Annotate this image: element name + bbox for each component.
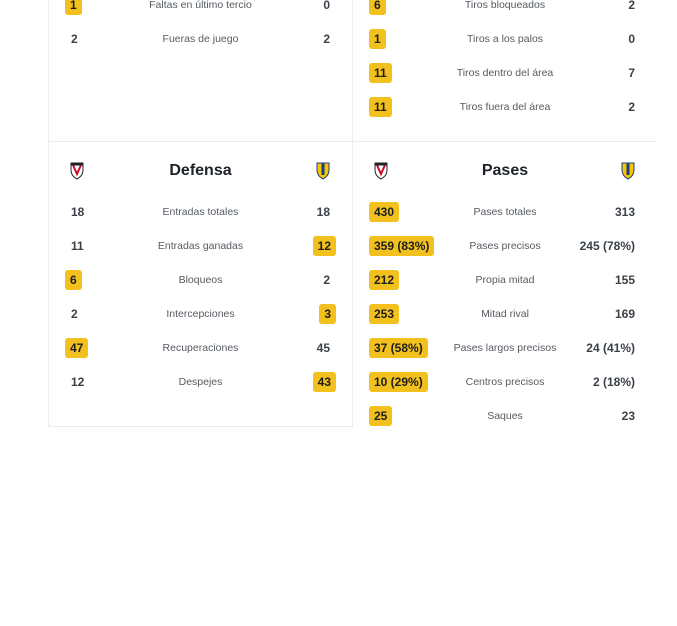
home-value: 10 (29%) bbox=[369, 372, 428, 392]
home-value: 212 bbox=[369, 270, 400, 290]
away-value: 2 (18%) bbox=[592, 375, 635, 389]
home-value: 11 bbox=[71, 239, 84, 253]
home-value: 6 bbox=[369, 0, 386, 15]
home-value: 6 bbox=[65, 270, 82, 290]
stat-row: 37 (58%) Pases largos precisos 24 (41%) bbox=[353, 338, 657, 360]
stat-label: Despejes bbox=[178, 376, 223, 388]
away-value: 12 bbox=[312, 236, 336, 256]
cadiz-crest-icon bbox=[316, 162, 330, 180]
away-value: 245 (78%) bbox=[579, 239, 635, 253]
stat-row: 18 Entradas totales 18 bbox=[49, 202, 352, 224]
away-value: 3 bbox=[319, 304, 336, 324]
stat-row: 11 Tiros dentro del área 7 bbox=[353, 63, 657, 85]
stat-label: Bloqueos bbox=[178, 274, 223, 286]
stats-panel-top-left: 1 Faltas en último tercio 0 2 Fueras de … bbox=[48, 0, 353, 141]
stat-label: Entradas ganadas bbox=[157, 240, 244, 252]
away-value: 7 bbox=[628, 66, 635, 80]
home-value: 18 bbox=[71, 205, 85, 219]
stat-label: Recuperaciones bbox=[162, 342, 239, 354]
home-value: 11 bbox=[369, 97, 392, 117]
home-value: 37 (58%) bbox=[369, 338, 428, 358]
home-value: 12 bbox=[71, 375, 85, 389]
stat-label: Entradas totales bbox=[162, 206, 239, 218]
away-value: 0 bbox=[323, 0, 330, 12]
stat-row: 12 Despejes 43 bbox=[49, 372, 352, 394]
away-value: 155 bbox=[614, 273, 635, 287]
away-value: 2 bbox=[628, 100, 635, 114]
home-value: 47 bbox=[65, 338, 89, 358]
panel-header: Pases bbox=[353, 159, 657, 183]
panel-title: Pases bbox=[481, 162, 529, 179]
stat-label: Tiros dentro del área bbox=[456, 67, 554, 79]
pases-panel: Pases 430 Pases totales 313 359 (83%) Pa… bbox=[353, 141, 657, 427]
mirandes-crest-icon bbox=[70, 162, 84, 180]
stat-row: 25 Saques 23 bbox=[353, 406, 657, 428]
away-value: 2 bbox=[323, 273, 330, 287]
stat-label: Tiros a los palos bbox=[466, 33, 544, 45]
stat-row: 212 Propia mitad 155 bbox=[353, 270, 657, 292]
stat-row: 1 Tiros a los palos 0 bbox=[353, 29, 657, 51]
stat-label: Propia mitad bbox=[475, 274, 535, 286]
home-value: 2 bbox=[71, 32, 78, 46]
away-value: 24 (41%) bbox=[586, 341, 635, 355]
stat-row: 359 (83%) Pases precisos 245 (78%) bbox=[353, 236, 657, 258]
cadiz-crest-icon bbox=[621, 162, 635, 180]
stat-label: Fueras de juego bbox=[162, 33, 239, 45]
home-value: 1 bbox=[65, 0, 82, 15]
home-value: 1 bbox=[369, 29, 386, 49]
stat-label: Pases largos precisos bbox=[453, 342, 557, 354]
away-value: 313 bbox=[614, 205, 635, 219]
away-value: 45 bbox=[316, 341, 330, 355]
panel-header: Defensa bbox=[49, 159, 352, 183]
stat-row: 47 Recuperaciones 45 bbox=[49, 338, 352, 360]
home-value: 11 bbox=[369, 63, 392, 83]
stat-label: Tiros fuera del área bbox=[459, 101, 551, 113]
home-value: 2 bbox=[71, 307, 78, 321]
stat-row: 11 Entradas ganadas 12 bbox=[49, 236, 352, 258]
stat-label: Tiros bloqueados bbox=[464, 0, 546, 11]
stat-label: Pases totales bbox=[473, 206, 537, 218]
defensa-panel: Defensa 18 Entradas totales 18 11 Entrad… bbox=[48, 141, 353, 427]
home-value: 359 (83%) bbox=[369, 236, 435, 256]
away-value: 43 bbox=[312, 372, 336, 392]
stats-panel-top-right: 6 Tiros bloqueados 2 1 Tiros a los palos… bbox=[353, 0, 657, 141]
stat-label: Mitad rival bbox=[481, 308, 529, 320]
away-value: 23 bbox=[621, 409, 635, 423]
away-value: 0 bbox=[628, 32, 635, 46]
stat-row: 11 Tiros fuera del área 2 bbox=[353, 97, 657, 119]
stat-label: Intercepciones bbox=[166, 308, 235, 320]
stat-label: Faltas en último tercio bbox=[149, 0, 252, 11]
stat-row: 1 Faltas en último tercio 0 bbox=[49, 0, 352, 17]
home-value: 253 bbox=[369, 304, 400, 324]
stat-label: Centros precisos bbox=[465, 376, 545, 388]
away-value: 18 bbox=[316, 205, 330, 219]
home-value: 25 bbox=[369, 406, 393, 426]
stat-row: 2 Fueras de juego 2 bbox=[49, 29, 352, 51]
panel-title: Defensa bbox=[169, 162, 232, 179]
away-value: 169 bbox=[614, 307, 635, 321]
stat-label: Saques bbox=[487, 410, 523, 422]
home-value: 430 bbox=[369, 202, 400, 222]
stat-row: 10 (29%) Centros precisos 2 (18%) bbox=[353, 372, 657, 394]
stat-row: 2 Intercepciones 3 bbox=[49, 304, 352, 326]
stat-row: 6 Tiros bloqueados 2 bbox=[353, 0, 657, 17]
stat-label: Pases precisos bbox=[469, 240, 541, 252]
mirandes-crest-icon bbox=[374, 162, 388, 180]
stat-row: 430 Pases totales 313 bbox=[353, 202, 657, 224]
stat-row: 6 Bloqueos 2 bbox=[49, 270, 352, 292]
stat-row: 253 Mitad rival 169 bbox=[353, 304, 657, 326]
away-value: 2 bbox=[628, 0, 635, 12]
away-value: 2 bbox=[323, 32, 330, 46]
